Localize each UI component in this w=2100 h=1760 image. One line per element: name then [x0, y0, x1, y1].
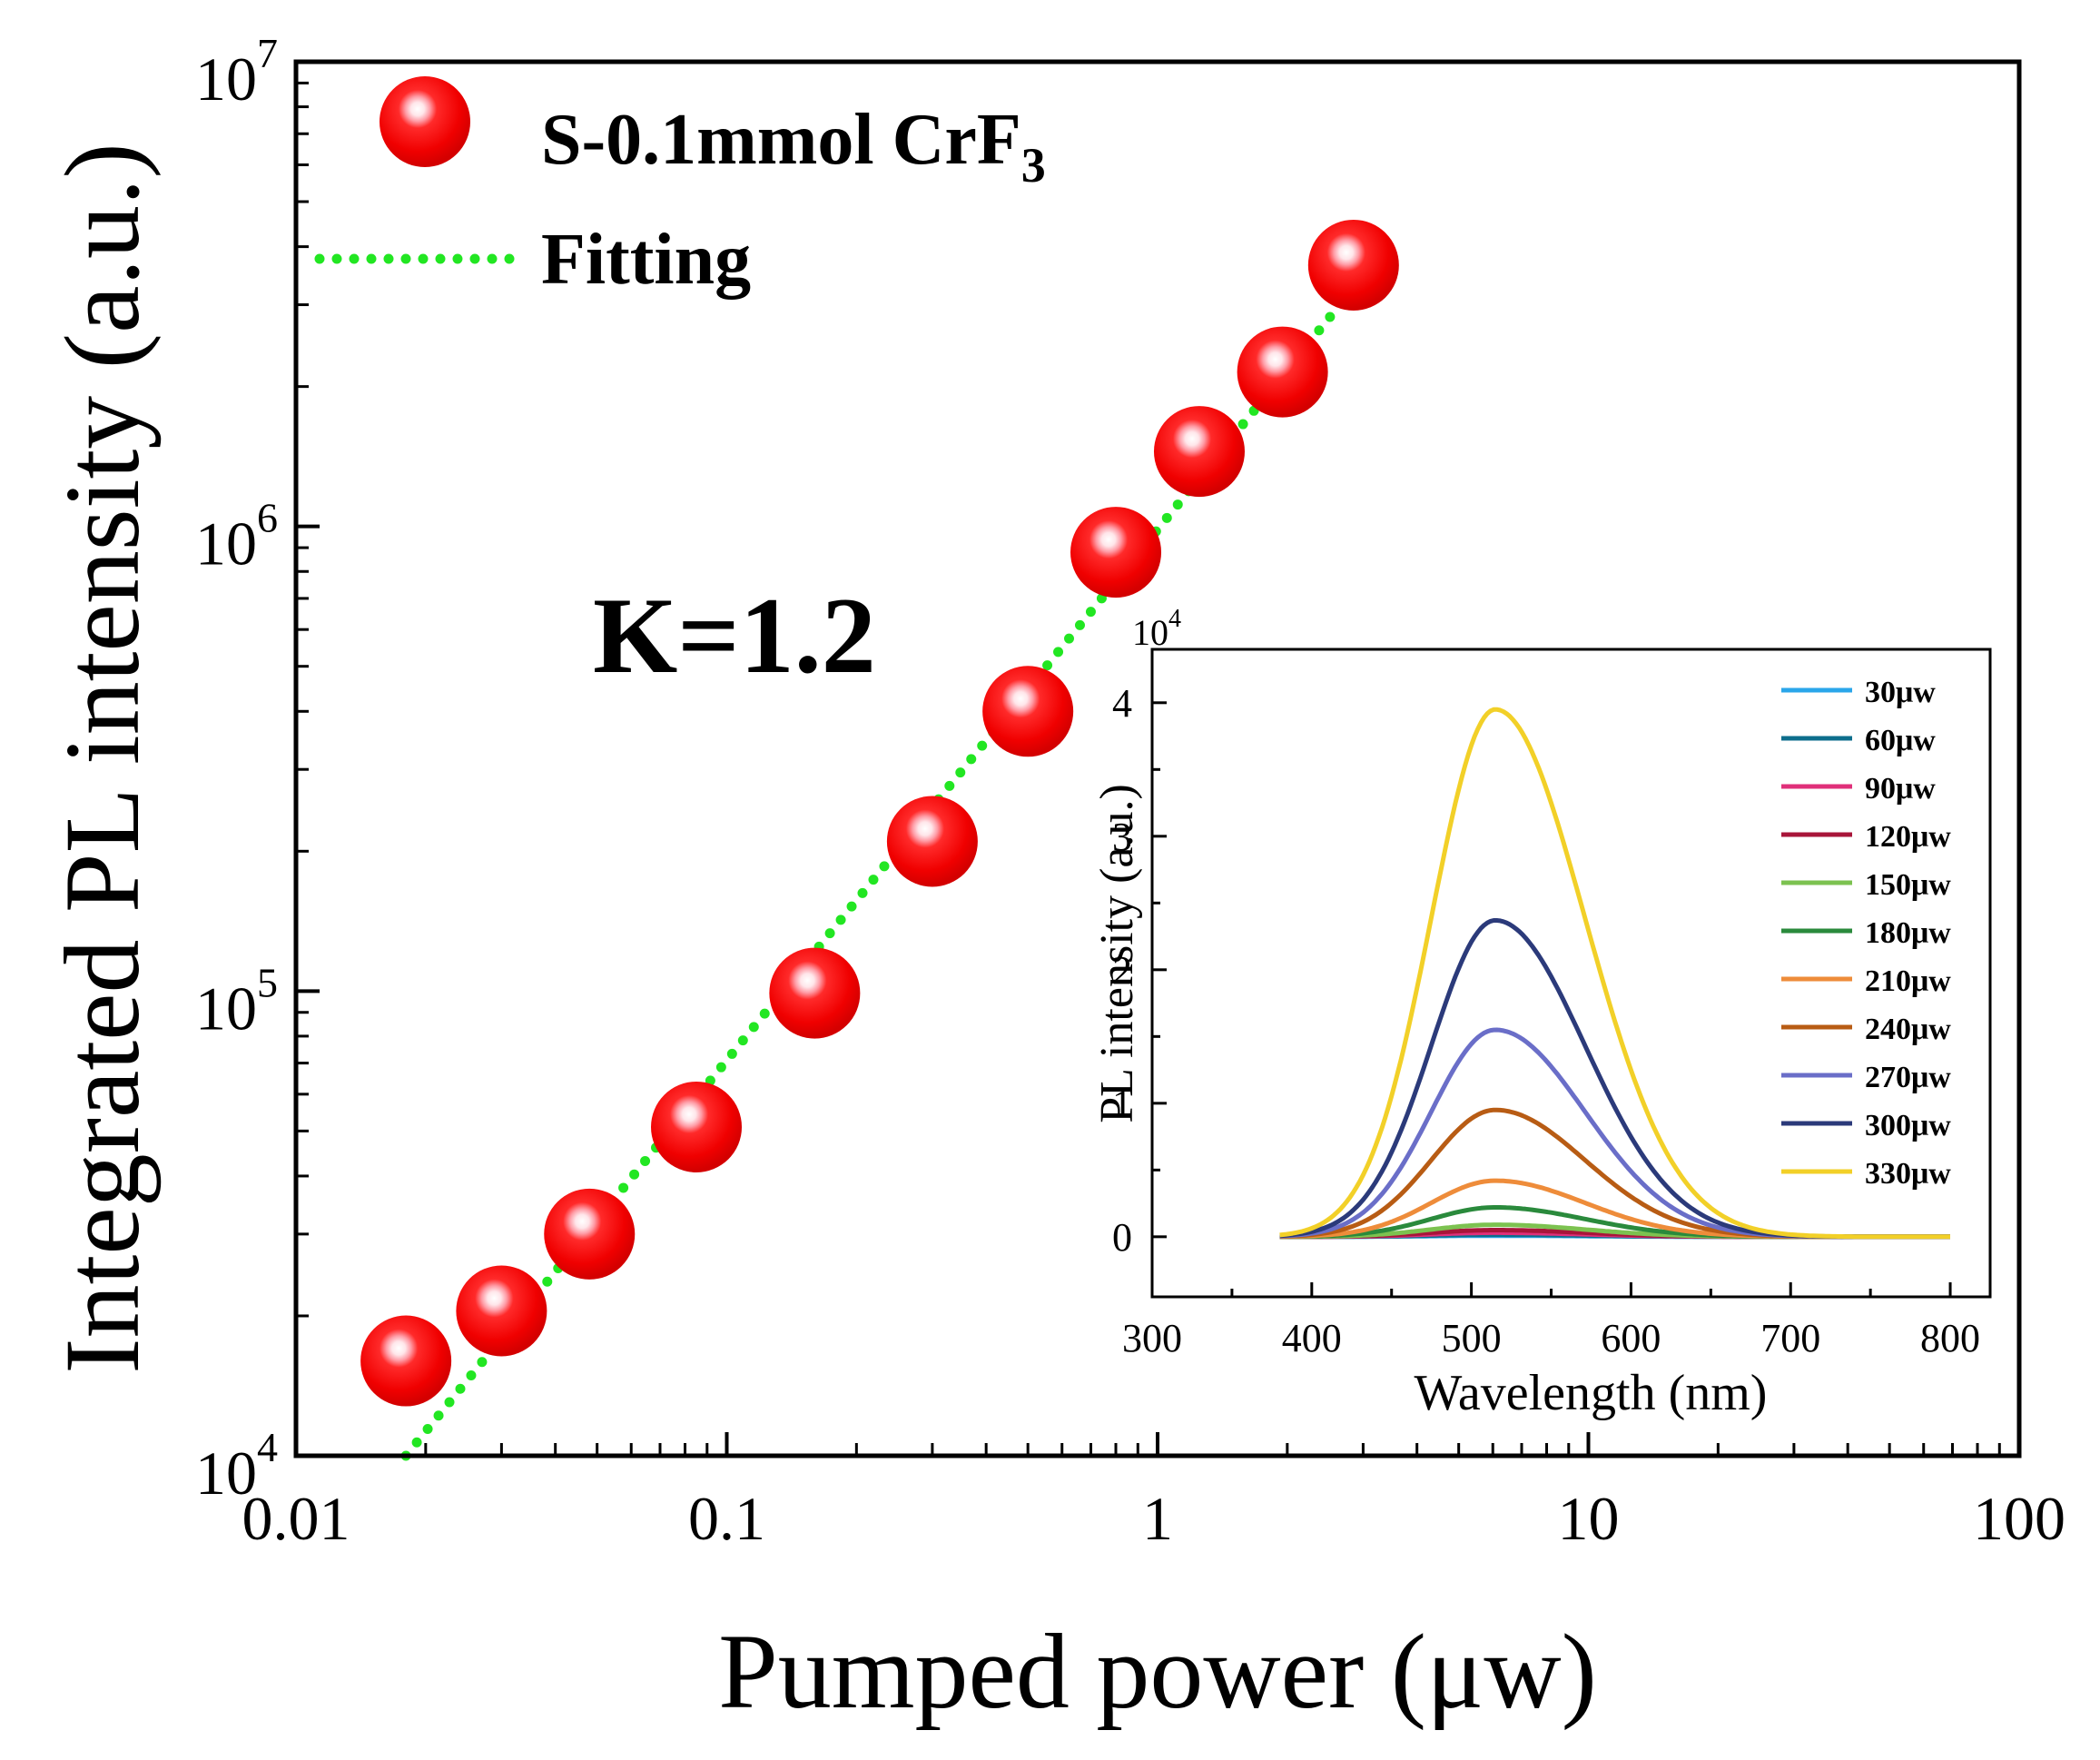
inset-legend-label: 330μw [1865, 1157, 1951, 1191]
data-point [886, 796, 978, 887]
inset-legend-label: 300μw [1865, 1109, 1951, 1142]
inset-legend-label: 120μw [1865, 820, 1951, 854]
inset-y-tick-label: 2 [1112, 948, 1132, 993]
inset-x-tick-label: 300 [1122, 1316, 1182, 1360]
legend-marker-sphere [380, 76, 470, 167]
legend-label-sample: S-0.1mmol CrF3 [541, 100, 1046, 193]
x-tick-label: 10 [1558, 1484, 1620, 1553]
data-point [1153, 406, 1245, 498]
inset-x-tick-label: 500 [1442, 1316, 1502, 1360]
fitting-line [400, 300, 1346, 1461]
inset-y-tick-label: 3 [1112, 815, 1132, 859]
main-x-axis-label: Pumped power (μw) [718, 1612, 1597, 1731]
inset-y-tick-label: 0 [1112, 1215, 1132, 1260]
inset-x-axis-label: Wavelength (nm) [1415, 1365, 1768, 1421]
main-legend: S-0.1mmol CrF3 Fitting [314, 76, 1046, 300]
x-tick-label: 0.01 [242, 1484, 350, 1553]
slope-annotation: K=1.2 [593, 575, 876, 696]
inset-legend-label: 90μw [1865, 772, 1936, 806]
inset-x-tick-label: 800 [1920, 1316, 1980, 1360]
data-point [1307, 219, 1399, 311]
inset-y-tick-label: 1 [1112, 1082, 1132, 1126]
legend-label-fitting: Fitting [541, 220, 751, 300]
inset-plot-frame [1150, 648, 1992, 1299]
inset-y-axis-label: PL intensity (a.u.) [1091, 784, 1143, 1123]
main-series [360, 219, 1399, 1461]
data-point [1237, 326, 1328, 418]
data-point [651, 1081, 743, 1172]
inset-legend-label: 60μw [1865, 724, 1936, 757]
data-point [1070, 507, 1162, 598]
data-point [982, 666, 1074, 757]
x-tick-label: 100 [1973, 1484, 2065, 1553]
inset-plot: 300 400 500 600 700 800 0 1 2 3 4 104 Wavelength … [1091, 605, 1992, 1421]
y-tick-label: 105 [195, 959, 278, 1043]
y-tick-label: 104 [195, 1424, 278, 1508]
y-tick-label: 107 [195, 30, 278, 114]
inset-legend-label: 210μw [1865, 964, 1951, 998]
inset-x-ticks: 300 400 500 600 700 800 [1122, 1282, 1980, 1360]
data-point [360, 1315, 452, 1407]
x-tick-label: 1 [1142, 1484, 1173, 1553]
inset-legend-label: 30μw [1865, 676, 1936, 709]
inset-x-tick-label: 700 [1760, 1316, 1820, 1360]
inset-background [1152, 649, 1990, 1297]
inset-y-ticks: 0 1 2 3 4 [1112, 681, 1167, 1260]
inset-x-tick-label: 600 [1601, 1316, 1661, 1360]
inset-series [1279, 707, 1950, 1240]
inset-legend-label: 180μw [1865, 916, 1951, 950]
inset-x-tick-label: 400 [1282, 1316, 1342, 1360]
data-point [769, 947, 861, 1039]
y-tick-label: 106 [195, 495, 278, 578]
inset-y-multiplier: 104 [1132, 605, 1181, 653]
x-tick-label: 0.1 [688, 1484, 765, 1553]
main-y-ticks: 104 105 106 107 [195, 30, 320, 1508]
main-x-ticks: 0.01 0.1 1 10 100 [242, 1432, 2065, 1553]
inset-y-tick-label: 4 [1112, 681, 1132, 726]
inset-legend-label: 270μw [1865, 1061, 1951, 1094]
data-point [456, 1265, 547, 1357]
inset-legend: 30μw 60μw 90μw 120μw 150μw 180μw 210μw 240μw 270… [1781, 676, 1951, 1191]
main-y-axis-label: Integrated PL intensity (a.u.) [43, 143, 162, 1374]
inset-legend-label: 150μw [1865, 868, 1951, 902]
data-point [544, 1188, 636, 1280]
spectrum-line [1279, 707, 1950, 1240]
inset-legend-label: 240μw [1865, 1013, 1951, 1046]
